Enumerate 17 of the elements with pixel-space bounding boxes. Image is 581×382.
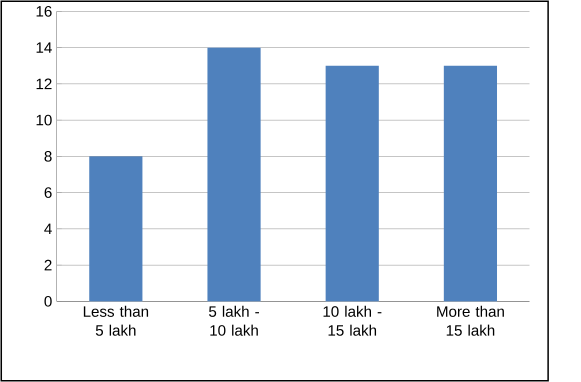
- bar: [207, 48, 261, 302]
- y-tick-label: 8: [44, 150, 52, 162]
- y-tick-label: 2: [44, 260, 52, 270]
- y-tick-label: 4: [44, 224, 52, 234]
- y-tick-label: 16: [36, 6, 52, 17]
- y-tick-label: 12: [36, 78, 52, 90]
- y-tick-label: 14: [36, 42, 52, 53]
- y-tick-label: 0: [44, 296, 52, 307]
- y-tick-label: 6: [44, 187, 52, 198]
- x-tick-label: More than 15 lakh: [437, 306, 504, 336]
- bar: [326, 66, 379, 302]
- y-tick-label: 10: [36, 114, 52, 126]
- x-tick-label: 5 lakh - 10 lakh: [209, 306, 259, 336]
- bar: [444, 66, 498, 302]
- bar: [89, 156, 142, 302]
- x-tick-label: Less than 5 lakh: [84, 306, 148, 336]
- x-tick-label: 10 lakh - 15 lakh: [324, 306, 382, 336]
